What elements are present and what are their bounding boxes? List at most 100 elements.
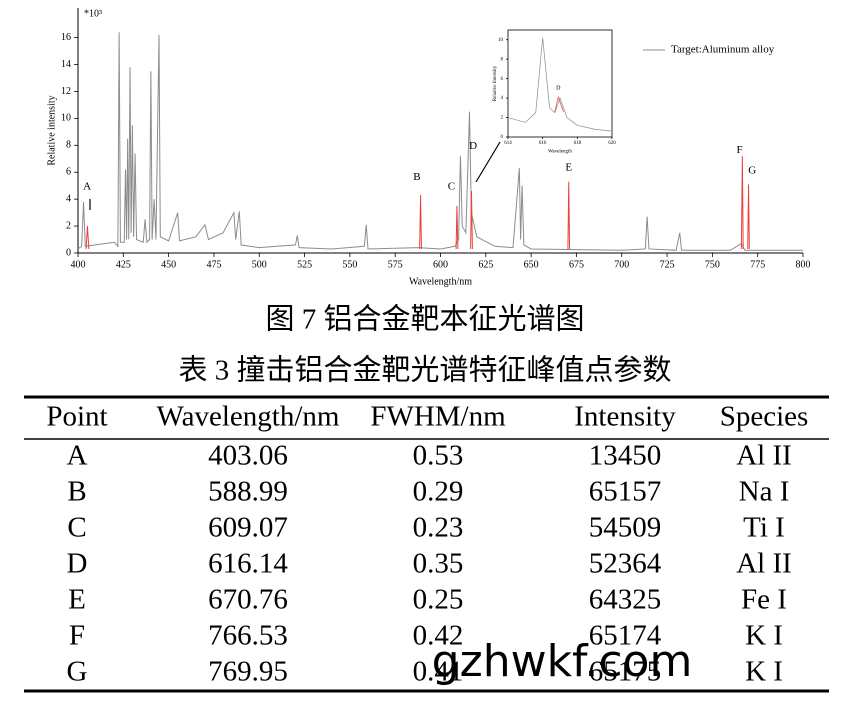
x-tick-label: 775	[750, 259, 765, 270]
table-cell: Al II	[736, 548, 792, 580]
table-header-cell: Species	[720, 401, 809, 433]
x-tick-label: 525	[297, 259, 312, 270]
spectrum-line	[85, 156, 750, 249]
x-tick-label: 620	[608, 141, 616, 146]
x-tick-label: 625	[478, 259, 493, 270]
table: Point Wavelength/nm FWHM/nm Intensity Specie…	[46, 401, 808, 688]
peak-label: G	[748, 164, 756, 176]
table-cell: K I	[745, 656, 783, 688]
table-cell: 0.29	[413, 476, 464, 508]
table-cell: 0.42	[413, 620, 464, 652]
x-tick-label: 650	[524, 259, 539, 270]
x-tick-label: 475	[206, 259, 221, 270]
table-cell: B	[67, 476, 86, 508]
x-tick-label: 616	[539, 141, 547, 146]
table-cell: 65157	[589, 476, 662, 508]
table-cell: Ti I	[743, 512, 785, 544]
y-tick-label: 4	[501, 96, 504, 101]
x-tick-label: 614	[504, 141, 512, 146]
table-cell: 403.06	[208, 440, 288, 472]
y-tick-label: 0	[66, 247, 71, 258]
x-tick-label: 500	[252, 259, 267, 270]
table-cell: Na I	[739, 476, 790, 508]
peak-label: A	[83, 181, 91, 193]
table-header-cell: FWHM/nm	[370, 401, 506, 433]
spectrum-line	[554, 95, 564, 112]
y-tick-label: 10	[498, 38, 504, 43]
y-tick-label: 8	[501, 57, 504, 62]
x-tick-label: 550	[342, 259, 357, 270]
table-cell: 0.53	[413, 440, 464, 472]
x-tick-label: 425	[116, 259, 131, 270]
table-cell: 0.35	[413, 548, 464, 580]
y-tick-label: 10	[61, 113, 71, 124]
spectrum-line	[77, 32, 803, 251]
y-tick-label: 2	[66, 220, 71, 231]
y-tick-label: 0	[501, 135, 504, 140]
table-cell: 64325	[589, 584, 662, 616]
y-unit-label: *10³	[84, 8, 102, 19]
y-axis-title: Relative Intensity	[493, 65, 498, 101]
watermark: gzhwkf.com	[432, 636, 693, 687]
table-cell: 65174	[589, 620, 662, 652]
table-cell: 52364	[589, 548, 662, 580]
table-cell: 0.23	[413, 512, 464, 544]
y-tick-label: 2	[501, 116, 504, 121]
y-tick-label: 12	[61, 86, 71, 97]
x-tick-label: 450	[161, 259, 176, 270]
peak-label: C	[448, 181, 455, 193]
table-cell: 609.07	[208, 512, 288, 544]
table-cell: 13450	[589, 440, 662, 472]
x-tick-label: 700	[614, 259, 629, 270]
y-tick-label: 6	[501, 77, 504, 82]
table-cell: 766.53	[208, 620, 288, 652]
peak-label: D	[556, 86, 561, 92]
table-cell: 616.14	[208, 548, 288, 580]
x-tick-label: 725	[660, 259, 675, 270]
table-header-cell: Wavelength/nm	[157, 401, 340, 433]
x-axis-title: Wavelength/nm	[409, 276, 472, 287]
table-cell: 588.99	[208, 476, 288, 508]
y-tick-label: 6	[66, 167, 71, 178]
table-cell: 65175	[589, 656, 662, 688]
x-tick-label: 800	[796, 259, 811, 270]
table-cell: 670.76	[208, 584, 288, 616]
arrow	[475, 141, 501, 183]
table-cell: E	[68, 584, 86, 616]
x-tick-label: 400	[71, 259, 86, 270]
x-tick-label: 675	[569, 259, 584, 270]
y-tick-label: 4	[66, 193, 71, 204]
charts: 0 2 4 6 8 10 12 14 16 400 425 450 475 500 525 550 575 600…	[46, 8, 811, 287]
table-cell: Al II	[736, 440, 792, 472]
peak-label: D	[469, 140, 477, 152]
x-tick-label: 618	[574, 141, 582, 146]
table-header-cell: Point	[46, 401, 107, 433]
x-tick-label: 575	[388, 259, 403, 270]
table-cell: K I	[745, 620, 783, 652]
table-cell: G	[67, 656, 88, 688]
y-tick-label: 14	[61, 59, 71, 70]
spectrum-line	[507, 37, 613, 132]
peak-label: F	[737, 144, 743, 156]
table-cell: D	[67, 548, 88, 580]
table-cell: F	[69, 620, 85, 652]
table-cell: 0.41	[413, 656, 464, 688]
table-header-cell: Intensity	[574, 401, 676, 433]
legend-label: Target:Aluminum alloy	[671, 44, 775, 56]
y-tick-label: 16	[61, 32, 71, 43]
table-title: 表 3 撞击铝合金靶光谱特征峰值点参数	[178, 354, 671, 387]
x-tick-label: 750	[705, 259, 720, 270]
x-axis-title: Wavelength	[548, 150, 572, 155]
inset-frame	[507, 29, 613, 138]
table-cell: Fe I	[741, 584, 787, 616]
table-cell: 769.95	[208, 656, 288, 688]
y-tick-label: 8	[66, 140, 71, 151]
table-cell: 0.25	[413, 584, 464, 616]
peak-label: E	[565, 162, 572, 174]
table-cell: 54509	[589, 512, 662, 544]
table-cell: C	[67, 512, 86, 544]
y-axis-title: Relative intensity	[46, 95, 57, 165]
peak-label: B	[413, 171, 420, 183]
